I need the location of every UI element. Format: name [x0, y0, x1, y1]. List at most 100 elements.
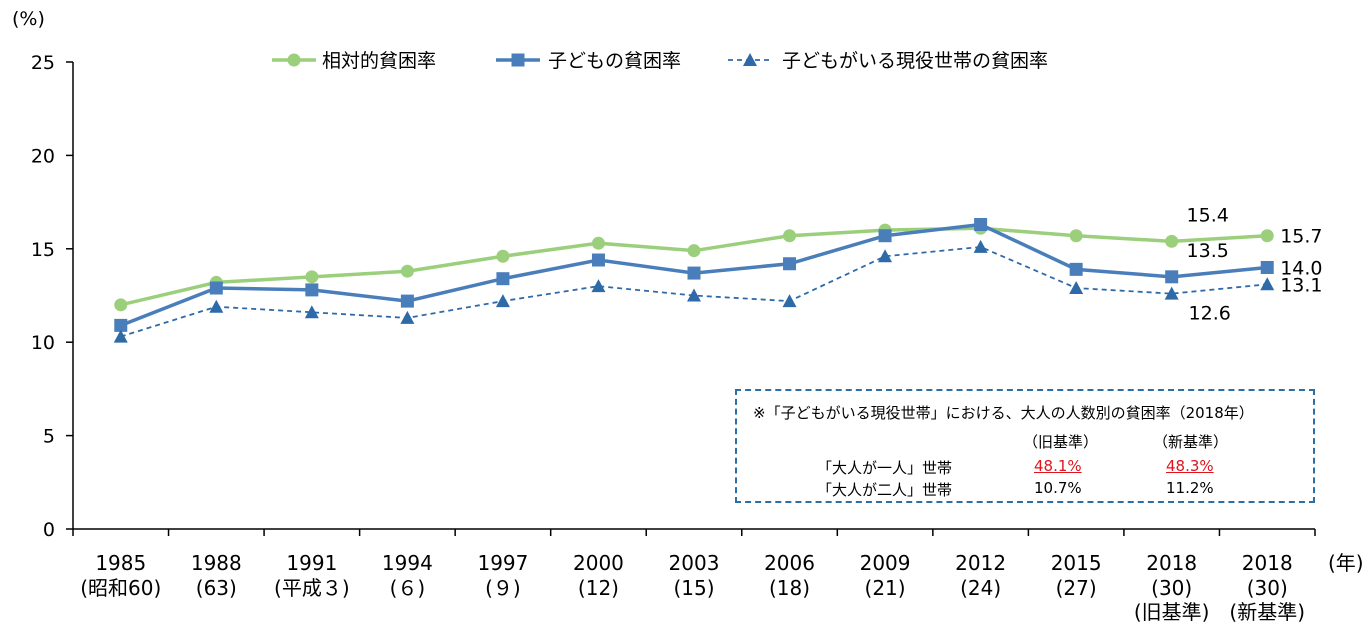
data-point — [1165, 234, 1179, 248]
x-tick-label: 1988 — [191, 551, 242, 575]
data-point — [495, 294, 510, 308]
y-tick-label: 15 — [31, 239, 55, 261]
data-label: 13.1 — [1280, 274, 1322, 296]
x-tick-sublabel: (30) — [1151, 576, 1192, 600]
x-tick-sublabel: (平成３) — [274, 576, 350, 600]
data-point — [1260, 260, 1274, 274]
data-point — [1164, 286, 1179, 300]
data-point — [114, 298, 128, 312]
note-row1-label: 「大人が一人」世帯 — [817, 459, 953, 477]
data-point — [783, 257, 797, 271]
data-point — [209, 299, 224, 313]
data-label: 14.0 — [1280, 257, 1322, 279]
data-label: 15.4 — [1187, 204, 1229, 226]
data-point — [304, 305, 319, 319]
data-point — [1069, 229, 1083, 243]
legend-marker — [743, 53, 757, 66]
x-tick-label: 1985 — [95, 551, 146, 575]
data-point — [1260, 229, 1274, 243]
note-col-new: （新基準） — [1153, 433, 1229, 451]
y-unit-label: (%) — [12, 8, 45, 30]
data-label: 13.5 — [1187, 240, 1229, 262]
legend-label: 子どもがいる現役世帯の貧困率 — [782, 50, 1048, 72]
data-point — [687, 244, 701, 258]
data-point — [974, 218, 988, 232]
data-point — [496, 249, 510, 263]
x-tick-label: 2006 — [764, 551, 815, 575]
legend-item-1: 相対的貧困率 — [272, 50, 436, 72]
x-tick-sublabel: (６) — [390, 576, 426, 600]
x-tick-sublabel: (63) — [196, 576, 237, 600]
x-tick-label: 2012 — [955, 551, 1006, 575]
data-label: 12.6 — [1189, 303, 1231, 325]
legend-marker — [511, 53, 525, 67]
note-row2-old: 10.7% — [1034, 479, 1082, 497]
data-point — [305, 270, 319, 284]
x-tick-sublabel: (９) — [485, 576, 521, 600]
data-point — [878, 249, 893, 263]
y-tick-label: 0 — [43, 519, 55, 541]
x-tick-sublabel: (18) — [769, 576, 810, 600]
x-tick-label: 1991 — [286, 551, 337, 575]
legend-item-3: 子どもがいる現役世帯の貧困率 — [728, 50, 1048, 72]
data-point — [1069, 281, 1084, 295]
x-tick-label: 2018 — [1146, 551, 1197, 575]
series-3 — [113, 239, 1275, 343]
legend-item-2: 子どもの貧困率 — [496, 50, 681, 72]
note-title: ※「子どもがいる現役世帯」における、大人の人数別の貧困率（2018年） — [753, 404, 1254, 422]
data-point — [591, 236, 605, 250]
data-point — [1165, 270, 1179, 284]
x-tick-label: 2015 — [1051, 551, 1102, 575]
data-point — [1069, 262, 1083, 276]
data-point — [591, 279, 606, 293]
y-tick-label: 25 — [31, 52, 55, 74]
x-tick-label: 2018 — [1242, 551, 1293, 575]
data-point — [591, 253, 605, 267]
data-point — [878, 229, 892, 243]
x-tick-sublabel: (30) — [1247, 576, 1288, 600]
data-point — [783, 229, 797, 243]
x-tick-label: 2000 — [573, 551, 624, 575]
x-tick-label: 2003 — [669, 551, 720, 575]
note-row1-new: 48.3% — [1166, 457, 1214, 475]
legend-label: 子どもの貧困率 — [548, 50, 681, 72]
y-tick-label: 20 — [31, 145, 55, 167]
data-point — [687, 288, 701, 302]
data-point — [687, 266, 701, 280]
chart-series — [113, 218, 1275, 343]
data-point — [113, 329, 128, 343]
note-row2-new: 11.2% — [1166, 479, 1214, 497]
data-point — [400, 294, 414, 308]
chart-axes: 0 5 10 15 20 25 (%) 1985(昭和60) 1988(63) 1991(平成３)… — [12, 8, 1364, 624]
x-tick-sublabel: (27) — [1056, 576, 1097, 600]
legend-marker — [287, 53, 301, 67]
x-tick-sublabel: (21) — [865, 576, 906, 600]
x-tick-sublabel: (15) — [673, 576, 714, 600]
legend-label: 相対的貧困率 — [322, 50, 436, 72]
chart-legend: 相対的貧困率 子どもの貧困率 子どもがいる現役世帯の貧困率 — [272, 50, 1048, 72]
y-tick-label: 5 — [43, 426, 55, 448]
data-point — [305, 283, 319, 297]
x-tick-label: 1994 — [382, 551, 433, 575]
data-point — [973, 239, 988, 253]
x-tick-sublabel-2: (旧基準) — [1134, 600, 1210, 624]
x-tick-label: 1997 — [477, 551, 528, 575]
x-tick-sublabel: (24) — [960, 576, 1001, 600]
data-point — [1260, 277, 1275, 291]
series-2 — [114, 218, 1274, 332]
data-point — [782, 294, 797, 308]
data-point — [400, 264, 414, 278]
note-col-old: （旧基準） — [1023, 433, 1099, 451]
x-unit-label: (年) — [1328, 551, 1364, 575]
data-point — [496, 272, 510, 286]
data-label: 15.7 — [1280, 226, 1322, 248]
data-point — [400, 310, 415, 324]
y-tick-label: 10 — [31, 332, 55, 354]
x-tick-sublabel: (12) — [578, 576, 619, 600]
data-point — [209, 281, 223, 295]
x-tick-label: 2009 — [860, 551, 911, 575]
x-tick-sublabel-2: (新基準) — [1229, 600, 1305, 624]
note-row1-old: 48.1% — [1034, 457, 1082, 475]
data-point — [114, 318, 128, 332]
